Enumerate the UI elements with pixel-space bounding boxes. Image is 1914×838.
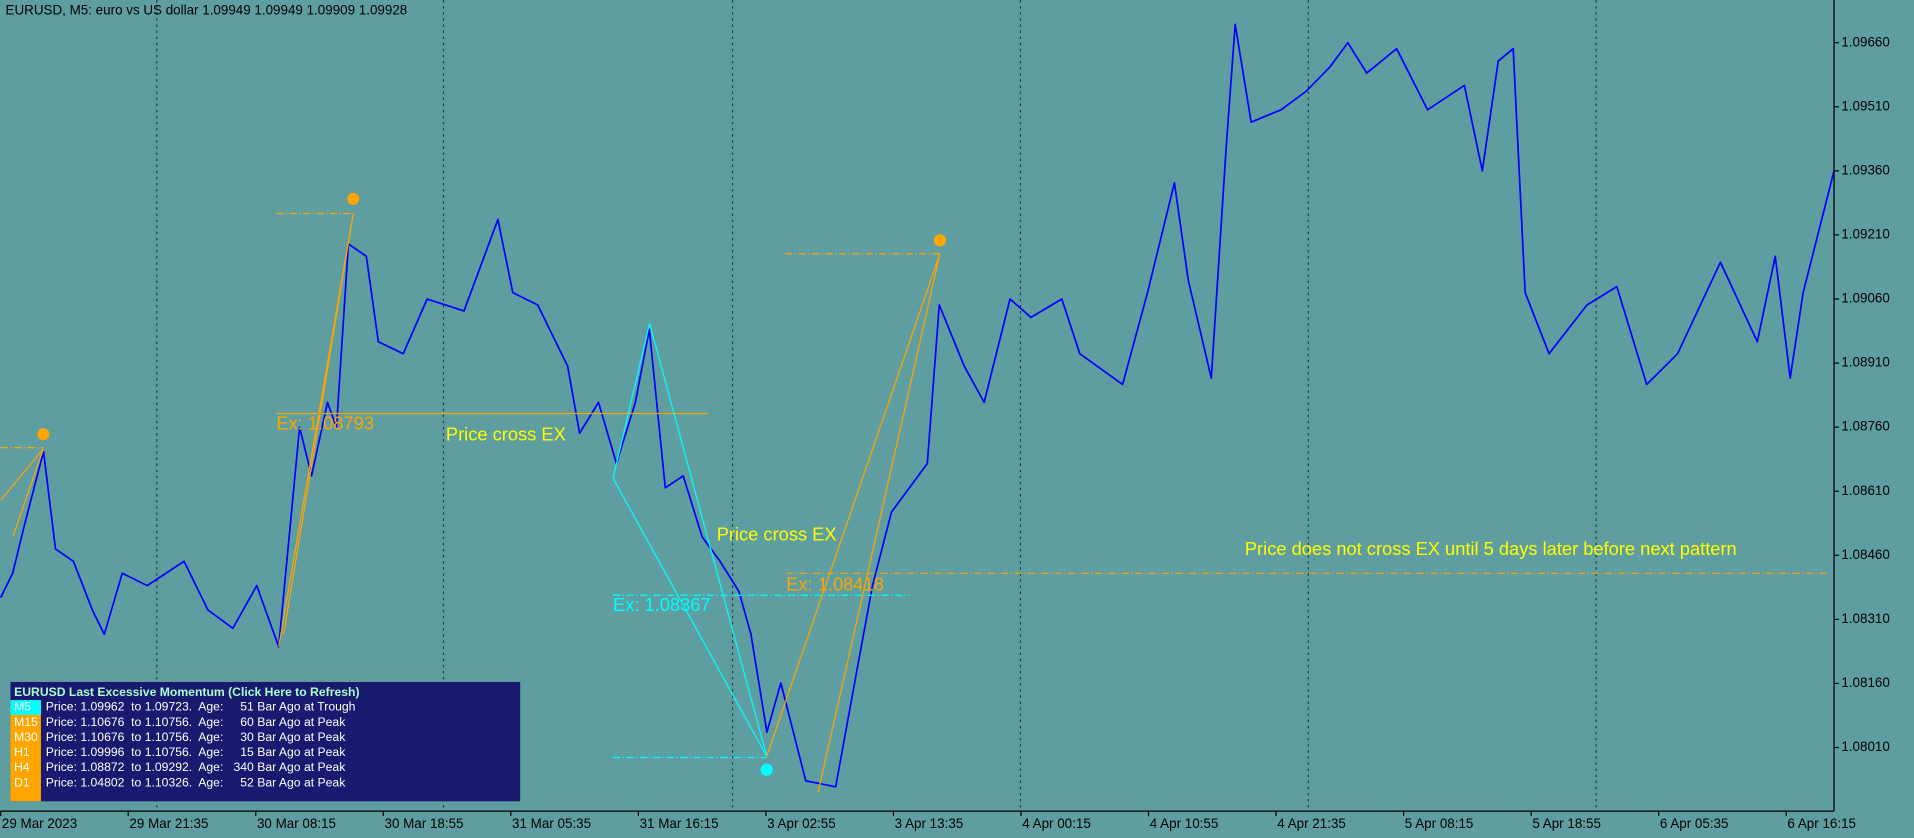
y-tick-label: 1.08160 [1841,675,1889,690]
tf-bg [10,700,41,715]
panel-tf: M15 [14,715,38,729]
y-tick-label: 1.08910 [1841,355,1889,370]
panel-bg [10,681,521,802]
x-tick-label: 5 Apr 08:15 [1405,816,1474,831]
panel-rows: M5 Price: 1.09962 to 1.09723. Age: 51 Bar… [14,700,355,790]
x-tick-label: 3 Apr 02:55 [767,816,836,831]
panel-tf: D1 [14,775,30,789]
annotation: Ex: 1.08418 [786,573,884,594]
price-line [0,23,1835,788]
panel-tf: H1 [14,745,30,759]
tf-bg [10,700,41,802]
panel-title[interactable]: EURUSD Last Excessive Momentum (Click He… [14,685,359,699]
panel-row: Price: 1.08872 to 1.09292. Age: 340 Bar … [46,760,346,774]
y-tick-label: 1.09210 [1841,226,1889,241]
y-tick-label: 1.09510 [1841,98,1889,113]
chart-title: EURUSD, M5: euro vs US dollar 1.09949 1.… [6,3,408,18]
panel-tf: M30 [14,730,38,744]
annotation: Price does not cross EX until 5 days lat… [1245,538,1737,559]
x-tick-label: 3 Apr 13:35 [895,816,964,831]
x-tick-label: 4 Apr 00:15 [1022,816,1091,831]
y-tick-label: 1.09660 [1841,34,1889,49]
panel-row: Price: 1.10676 to 1.10756. Age: 60 Bar A… [46,715,346,729]
x-tick-label: 6 Apr 05:35 [1660,816,1729,831]
x-tick-label: 29 Mar 2023 [2,816,77,831]
panel-row: Price: 1.09996 to 1.10756. Age: 15 Bar A… [46,745,346,759]
panel-row: Price: 1.10676 to 1.10756. Age: 30 Bar A… [46,730,346,744]
x-tick-label: 30 Mar 18:55 [385,816,464,831]
annotation: Price cross EX [446,423,566,444]
x-tick-label: 31 Mar 05:35 [512,816,591,831]
x-tick-label: 5 Apr 18:55 [1532,816,1601,831]
day-separators [156,0,1597,812]
x-tick-label: 29 Mar 21:35 [129,816,208,831]
y-tick-label: 1.08010 [1841,739,1889,754]
info-panel[interactable]: EURUSD Last Excessive Momentum (Click He… [10,681,521,802]
annotation: Ex: 1.08793 [276,412,374,433]
pattern-lines [0,192,1827,794]
annotation: Ex: 1.08367 [613,594,711,615]
x-tick-label: 4 Apr 21:35 [1277,816,1346,831]
y-tick-label: 1.09360 [1841,162,1889,177]
panel-tf: H4 [14,760,30,774]
x-tick-label: 6 Apr 16:15 [1787,816,1856,831]
y-tick-label: 1.08760 [1841,419,1889,434]
x-tick-label: 4 Apr 10:55 [1150,816,1219,831]
y-tick-label: 1.08460 [1841,547,1889,562]
y-tick-label: 1.08610 [1841,483,1889,498]
y-tick-label: 1.09060 [1841,291,1889,306]
panel-row: Price: 1.09962 to 1.09723. Age: 51 Bar A… [46,700,356,714]
panel-tf: M5 [14,700,31,714]
y-tick-label: 1.08310 [1841,611,1889,626]
annotation: Price cross EX [717,523,837,544]
price-layer [0,23,1835,788]
x-tick-label: 31 Mar 16:15 [640,816,719,831]
panel-row: Price: 1.04802 to 1.10326. Age: 52 Bar A… [46,775,346,789]
x-tick-label: 30 Mar 08:15 [257,816,336,831]
